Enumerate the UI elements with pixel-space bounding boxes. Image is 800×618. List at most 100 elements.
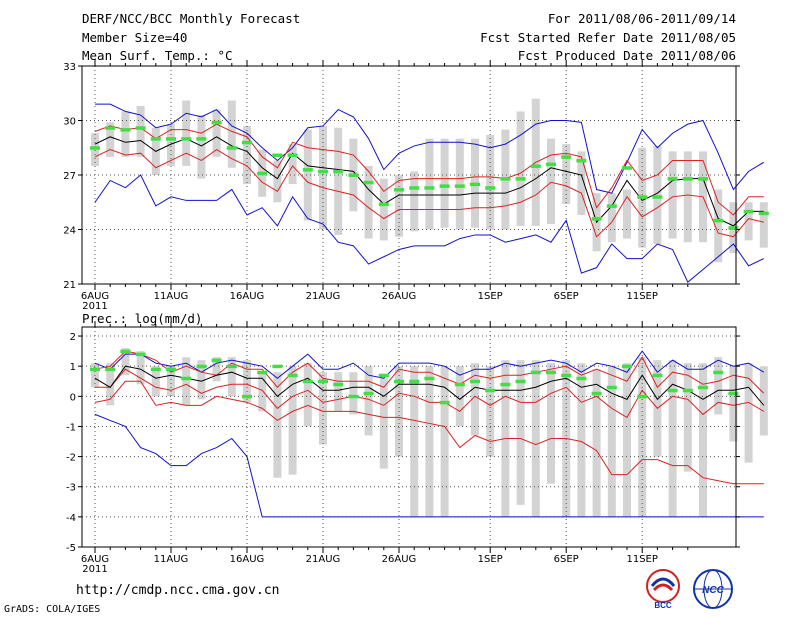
box-mark: [729, 366, 738, 442]
median-mark: [105, 367, 116, 372]
box-mark: [440, 138, 449, 228]
median-mark: [454, 184, 465, 188]
median-mark: [500, 382, 511, 387]
y-tick-label: 24: [63, 226, 76, 237]
x-tick-label: 26AUG: [382, 291, 417, 302]
median-mark: [576, 376, 587, 381]
median-mark: [394, 379, 404, 384]
median-mark: [758, 211, 769, 216]
box-mark: [379, 378, 388, 469]
median-mark: [530, 370, 541, 375]
median-mark: [272, 364, 283, 369]
x-tick-label: 11SEP: [626, 291, 657, 302]
box-mark: [607, 366, 616, 517]
median-mark: [181, 376, 192, 381]
box-mark: [623, 363, 631, 517]
median-mark: [622, 364, 632, 369]
x-year-label: 2011: [82, 301, 107, 312]
y-tick-label: -3: [66, 483, 76, 494]
mean-minus-sd-line: [94, 148, 764, 238]
max-line: [95, 103, 765, 194]
median-mark: [470, 182, 480, 187]
box-mark: [744, 363, 753, 463]
median-mark: [378, 202, 389, 207]
y-tick-label: -2: [66, 453, 76, 464]
box-mark: [577, 363, 586, 517]
median-mark: [546, 370, 556, 375]
box-mark: [167, 366, 175, 397]
median-mark: [90, 367, 100, 372]
median-mark: [470, 379, 480, 384]
min-line: [94, 413, 764, 518]
median-mark: [485, 388, 496, 393]
box-mark: [410, 171, 419, 232]
mean-line: [94, 136, 764, 227]
median-mark: [348, 394, 359, 399]
box-mark: [212, 109, 221, 157]
median-mark: [318, 379, 328, 384]
box-mark: [258, 372, 267, 412]
box-mark: [227, 357, 236, 397]
box-mark: [136, 105, 145, 157]
median-mark: [606, 204, 617, 208]
mean-minus-sd-line: [95, 368, 765, 419]
median-mark: [166, 367, 176, 372]
box-mark: [471, 363, 479, 436]
median-mark: [667, 388, 678, 393]
median-mark: [728, 226, 739, 230]
box-mark: [212, 357, 221, 382]
box-mark: [243, 360, 251, 403]
median-mark: [713, 370, 724, 375]
box-mark: [744, 202, 753, 241]
median-mark: [211, 120, 222, 125]
median-mark: [333, 169, 344, 174]
median-mark: [196, 137, 207, 141]
box-mark: [364, 165, 373, 239]
box-mark: [136, 351, 145, 385]
box-mark: [349, 372, 358, 415]
y-tick-label: 33: [63, 62, 76, 73]
x-tick-label: 16AUG: [230, 554, 265, 565]
box-mark: [334, 372, 343, 412]
temp-panel-title: Mean Surf. Temp.: °C: [82, 48, 233, 63]
box-mark: [167, 124, 175, 166]
median-mark: [439, 184, 450, 188]
box-mark: [699, 363, 707, 517]
precip-panel-title: Prec.: log(mm/d): [82, 311, 203, 326]
box-mark: [516, 111, 525, 226]
fcst-started-date: Fcst Started Refer Date 2011/08/05: [480, 30, 736, 45]
median-mark: [135, 126, 146, 130]
box-mark: [440, 366, 449, 517]
y-tick-label: -1: [66, 422, 76, 433]
x-tick-label: 26AUG: [382, 554, 417, 565]
footer-url[interactable]: http://cmdp.ncc.cma.gov.cn: [76, 583, 280, 598]
median-mark: [363, 391, 374, 396]
median-mark: [698, 177, 708, 181]
median-mark: [682, 388, 693, 393]
x-tick-label: 6AUG: [81, 554, 109, 565]
median-mark: [150, 137, 161, 141]
x-tick-label: 11AUG: [154, 291, 189, 302]
median-mark: [637, 394, 648, 399]
bcc-logo: BCC: [646, 569, 680, 610]
median-mark: [561, 373, 572, 378]
x-tick-label: 11SEP: [626, 554, 657, 565]
median-mark: [150, 367, 161, 372]
x-tick-label: 6SEP: [554, 554, 579, 565]
x-tick-label: 16AUG: [230, 291, 265, 302]
box-mark: [425, 366, 434, 517]
box-mark: [455, 366, 464, 427]
x-tick-label: 1SEP: [478, 554, 503, 565]
box-mark: [668, 360, 677, 517]
box-mark: [653, 145, 662, 245]
plot-frame: [81, 326, 737, 548]
y-tick-label: -4: [66, 513, 76, 524]
median-mark: [166, 137, 176, 141]
median-mark: [242, 140, 252, 145]
box-mark: [714, 357, 723, 415]
median-mark: [196, 364, 207, 369]
fcst-produced-date: Fcst Produced Date 2011/08/06: [517, 48, 736, 63]
median-mark: [515, 177, 526, 181]
mean-plus-sd-line: [94, 123, 764, 216]
